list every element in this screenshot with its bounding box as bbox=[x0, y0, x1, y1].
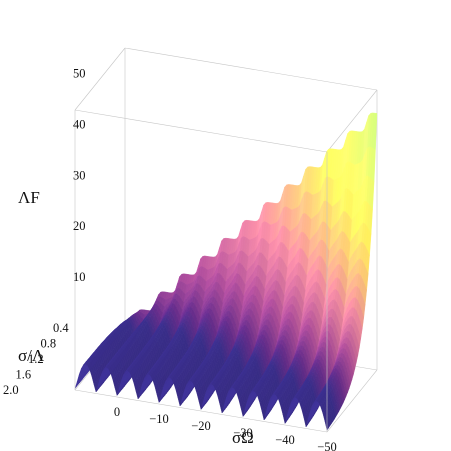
x-tick-label: 0 bbox=[114, 405, 120, 419]
box-edge bbox=[74, 389, 328, 433]
box-edge bbox=[326, 89, 378, 153]
z-axis-label: ΛF bbox=[18, 188, 40, 207]
x-tick-label: −50 bbox=[317, 440, 337, 451]
z-tick-label: 10 bbox=[73, 270, 86, 284]
z-tick-label: 30 bbox=[73, 168, 86, 182]
y-tick-label: 1.6 bbox=[16, 368, 32, 382]
z-tick-label: 40 bbox=[73, 117, 86, 131]
y-axis-label: σ/Λ bbox=[18, 346, 45, 365]
x-axis-label: σΩ bbox=[232, 428, 254, 447]
surface bbox=[74, 112, 378, 431]
z-tick-label: 20 bbox=[73, 219, 86, 233]
y-tick-label: 1.2 bbox=[28, 352, 44, 366]
tick-labels: 10 20 30 40 50 0.4 0.81.2 1.62.0 0 −10 −20 −30 −40 −5… bbox=[3, 66, 337, 451]
y-tick-label: 0.4 bbox=[53, 321, 69, 335]
y-tick-label: 0.8 bbox=[41, 337, 57, 351]
x-tick-label: −30 bbox=[233, 426, 253, 440]
box-edge bbox=[74, 109, 328, 153]
z-tick-label: 50 bbox=[73, 66, 86, 80]
y-tick-label: 2.0 bbox=[3, 383, 19, 397]
box-edge bbox=[326, 369, 378, 433]
bounding-box-front bbox=[74, 109, 328, 433]
x-tick-label: −10 bbox=[149, 412, 169, 426]
x-tick-label: −40 bbox=[275, 433, 295, 447]
surface-patch bbox=[74, 379, 79, 389]
x-tick-label: −20 bbox=[191, 419, 211, 433]
box-edge bbox=[124, 47, 378, 91]
box-edge bbox=[74, 47, 126, 111]
